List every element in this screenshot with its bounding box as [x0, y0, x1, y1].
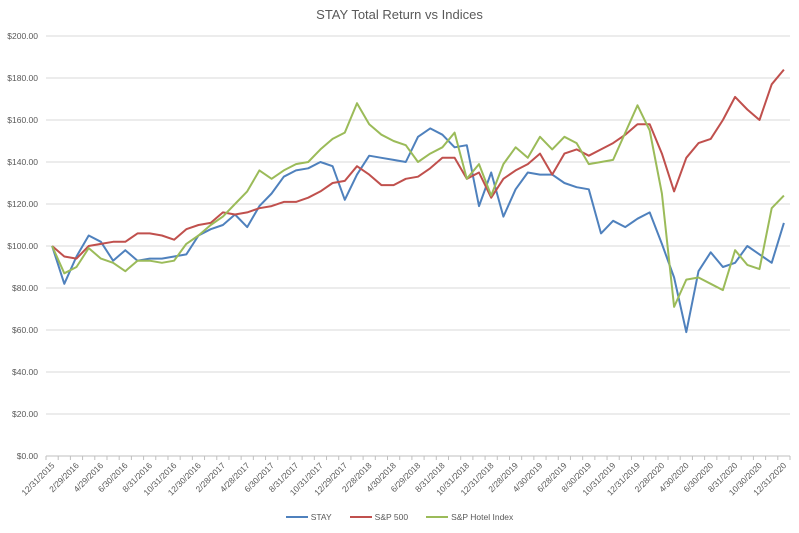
legend-item-stay: STAY — [285, 512, 332, 522]
y-tick-label: $100.00 — [7, 241, 38, 251]
series-lines — [51, 68, 785, 334]
legend-swatch-sp500 — [349, 516, 372, 518]
y-tick-label: $120.00 — [7, 199, 38, 209]
legend-label: STAY — [310, 512, 332, 522]
x-axis — [45, 455, 791, 460]
legend-label: S&P Hotel Index — [451, 512, 514, 522]
y-tick-label: $160.00 — [7, 115, 38, 125]
y-tick-label: $180.00 — [7, 73, 38, 83]
legend: STAY S&P 500 S&P Hotel Index — [0, 512, 799, 522]
y-tick-label: $60.00 — [12, 325, 38, 335]
y-tick-label: $140.00 — [7, 157, 38, 167]
legend-swatch-hotel-index — [426, 516, 449, 518]
x-axis-tick-labels: 12/31/20152/29/20164/29/20166/30/20168/3… — [19, 460, 788, 497]
y-tick-label: $40.00 — [12, 367, 38, 377]
y-tick-label: $20.00 — [12, 409, 38, 419]
series-line-s-p-hotel-index — [51, 102, 785, 308]
chart-title: STAY Total Return vs Indices — [316, 7, 483, 22]
y-tick-label: $80.00 — [12, 283, 38, 293]
y-tick-label: $0.00 — [17, 451, 39, 461]
series-line-s-p-500 — [51, 68, 785, 260]
gridlines — [46, 35, 790, 415]
y-tick-label: $200.00 — [7, 31, 38, 41]
legend-label: S&P 500 — [374, 512, 409, 522]
legend-item-hotel-index: S&P Hotel Index — [426, 512, 513, 522]
legend-swatch-stay — [285, 516, 308, 518]
legend-item-sp500: S&P 500 — [349, 512, 409, 522]
series-line-stay — [51, 127, 785, 334]
y-axis-tick-labels: $0.00 $20.00 $40.00 $60.00 $80.00 $100.00 $120… — [7, 31, 38, 461]
